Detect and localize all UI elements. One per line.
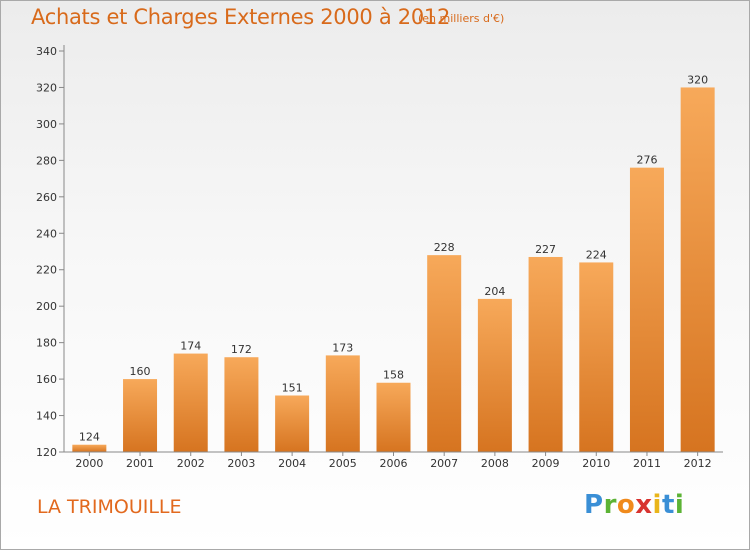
bar (72, 444, 107, 452)
x-tick-label: 2000 (75, 457, 103, 470)
y-tick-label: 240 (36, 227, 57, 240)
bar (629, 167, 664, 452)
bar (376, 382, 411, 452)
bar (224, 357, 259, 452)
bar (477, 298, 512, 452)
proxiti-logo: Proxiti (584, 490, 684, 520)
bar-value-label: 228 (434, 241, 455, 254)
x-tick-label: 2004 (278, 457, 306, 470)
chart-title: Achats et Charges Externes 2000 à 2012 (31, 5, 451, 29)
bar-value-label: 204 (484, 285, 505, 298)
bar (579, 262, 614, 452)
x-tick-label: 2008 (481, 457, 509, 470)
y-tick-label: 120 (36, 446, 57, 459)
x-tick-label: 2006 (380, 457, 408, 470)
y-tick-label: 320 (36, 81, 57, 94)
x-tick-label: 2003 (227, 457, 255, 470)
y-tick-label: 300 (36, 118, 57, 131)
bar (173, 353, 208, 452)
bars: 124 160 174 172 151 173 158 228 204 227 224 276 320 (72, 73, 715, 453)
bar (680, 87, 715, 453)
commune-name: LA TRIMOUILLE (37, 496, 182, 518)
bar-value-label: 173 (332, 341, 353, 354)
bar (123, 379, 158, 452)
proxiti-letter: i (652, 490, 662, 520)
bar-value-label: 160 (130, 365, 151, 378)
bar (275, 395, 310, 452)
proxiti-letter: P (584, 490, 604, 520)
bar-value-label: 224 (586, 248, 607, 261)
y-tick-label: 260 (36, 191, 57, 204)
y-axis: 120 140 160 180 200 220 240 260 280 300 320 340 (36, 45, 65, 459)
bar-value-label: 124 (79, 431, 100, 444)
y-tick-label: 160 (36, 373, 57, 386)
x-tick-label: 2010 (582, 457, 610, 470)
x-tick-label: 2012 (684, 457, 712, 470)
bar (325, 355, 360, 452)
y-tick-label: 280 (36, 154, 57, 167)
bar (427, 255, 462, 452)
x-tick-label: 2002 (177, 457, 205, 470)
y-tick-label: 200 (36, 300, 57, 313)
bar-value-label: 172 (231, 343, 252, 356)
x-tick-label: 2009 (532, 457, 560, 470)
bar-value-label: 151 (282, 381, 303, 394)
proxiti-letter: t (661, 490, 675, 520)
proxiti-letter: i (674, 490, 685, 520)
proxiti-letter: o (616, 490, 636, 520)
bar-value-label: 227 (535, 243, 556, 256)
x-tick-label: 2007 (430, 457, 458, 470)
bar-value-label: 158 (383, 369, 404, 382)
chart-unit: (en milliers d'€) (418, 12, 505, 25)
y-tick-label: 140 (36, 410, 57, 423)
bar-value-label: 320 (687, 73, 708, 86)
bar-value-label: 276 (636, 154, 657, 167)
bar (528, 256, 563, 452)
y-tick-label: 340 (36, 45, 57, 58)
x-tick-label: 2011 (633, 457, 661, 470)
proxiti-letter: r (603, 490, 617, 520)
x-tick-label: 2001 (126, 457, 154, 470)
proxiti-letter: x (635, 490, 653, 520)
x-axis: 2000 2001 2002 2003 2004 2005 2006 2007 2008 2009… (64, 451, 723, 470)
x-tick-label: 2005 (329, 457, 357, 470)
y-tick-label: 180 (36, 337, 57, 350)
bar-value-label: 174 (180, 340, 201, 353)
y-tick-label: 220 (36, 264, 57, 277)
